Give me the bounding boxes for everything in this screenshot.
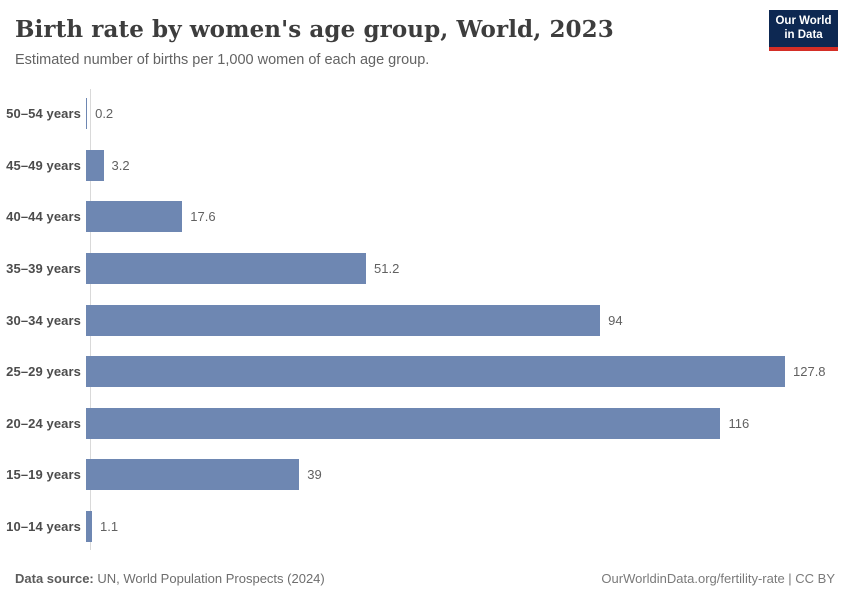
- chart-header: Birth rate by women's age group, World, …: [15, 16, 750, 68]
- bar[interactable]: [86, 304, 601, 336]
- bar-track: 17.6: [86, 201, 850, 233]
- bar[interactable]: [86, 201, 183, 233]
- bar[interactable]: [86, 149, 104, 181]
- bar-value-label: 116: [728, 415, 750, 431]
- chart-plot-area: 50–54 years 0.2 45–49 years 3.2 40–44 years 1…: [0, 88, 850, 552]
- category-label: 40–44 years: [6, 209, 81, 225]
- category-label: 45–49 years: [6, 157, 81, 173]
- bar-row: 25–29 years 127.8: [0, 346, 850, 398]
- owid-logo-text: Our World in Data: [773, 15, 834, 43]
- bar-value-label: 39: [307, 467, 322, 483]
- bar[interactable]: [86, 253, 367, 285]
- owid-logo-line2: in Data: [784, 28, 823, 41]
- bar[interactable]: [86, 511, 93, 543]
- chart-title: Birth rate by women's age group, World, …: [15, 16, 614, 43]
- bar-row: 10–14 years 1.1: [0, 501, 850, 553]
- category-label: 35–39 years: [6, 261, 81, 277]
- category-label: 25–29 years: [6, 364, 81, 380]
- bar-track: 116: [86, 407, 850, 439]
- bar-value-label: 1.1: [100, 519, 119, 535]
- category-label: 30–34 years: [6, 312, 81, 328]
- bar[interactable]: [86, 356, 785, 388]
- license-note: OurWorldinData.org/fertility-rate | CC B…: [601, 571, 835, 586]
- bar-track: 1.1: [86, 511, 850, 543]
- data-source-note: Data source: UN, World Population Prospe…: [15, 571, 325, 586]
- bar-track: 3.2: [86, 149, 850, 181]
- chart-rows: 50–54 years 0.2 45–49 years 3.2 40–44 years 1…: [0, 88, 850, 552]
- bar-value-label: 127.8: [793, 364, 826, 380]
- bar-value-label: 0.2: [95, 106, 114, 122]
- data-source-label: Data source:: [15, 571, 94, 586]
- bar[interactable]: [86, 459, 300, 491]
- chart-subtitle: Estimated number of births per 1,000 wom…: [15, 51, 430, 68]
- bar-row: 45–49 years 3.2: [0, 140, 850, 192]
- bar-track: 94: [86, 304, 850, 336]
- bar-value-label: 3.2: [111, 157, 130, 173]
- bar[interactable]: [86, 98, 88, 130]
- bar-track: 51.2: [86, 253, 850, 285]
- category-label: 10–14 years: [6, 519, 81, 535]
- bar-row: 50–54 years 0.2: [0, 88, 850, 140]
- category-label: 15–19 years: [6, 467, 81, 483]
- bar-row: 30–34 years 94: [0, 294, 850, 346]
- bar-row: 15–19 years 39: [0, 449, 850, 501]
- bar-value-label: 17.6: [190, 209, 216, 225]
- bar-track: 39: [86, 459, 850, 491]
- owid-logo: Our World in Data: [769, 10, 838, 51]
- bar-row: 20–24 years 116: [0, 398, 850, 450]
- bar-track: 127.8: [86, 356, 850, 388]
- category-label: 50–54 years: [6, 106, 81, 122]
- bar-row: 35–39 years 51.2: [0, 243, 850, 295]
- category-label: 20–24 years: [6, 415, 81, 431]
- owid-logo-line1: Our World: [775, 15, 832, 27]
- bar[interactable]: [86, 407, 721, 439]
- bar-track: 0.2: [86, 98, 850, 130]
- data-source-text: UN, World Population Prospects (2024): [93, 571, 325, 586]
- chart-footer: Data source: UN, World Population Prospe…: [15, 571, 835, 586]
- bar-value-label: 51.2: [374, 261, 400, 277]
- bar-row: 40–44 years 17.6: [0, 191, 850, 243]
- bar-value-label: 94: [608, 312, 623, 328]
